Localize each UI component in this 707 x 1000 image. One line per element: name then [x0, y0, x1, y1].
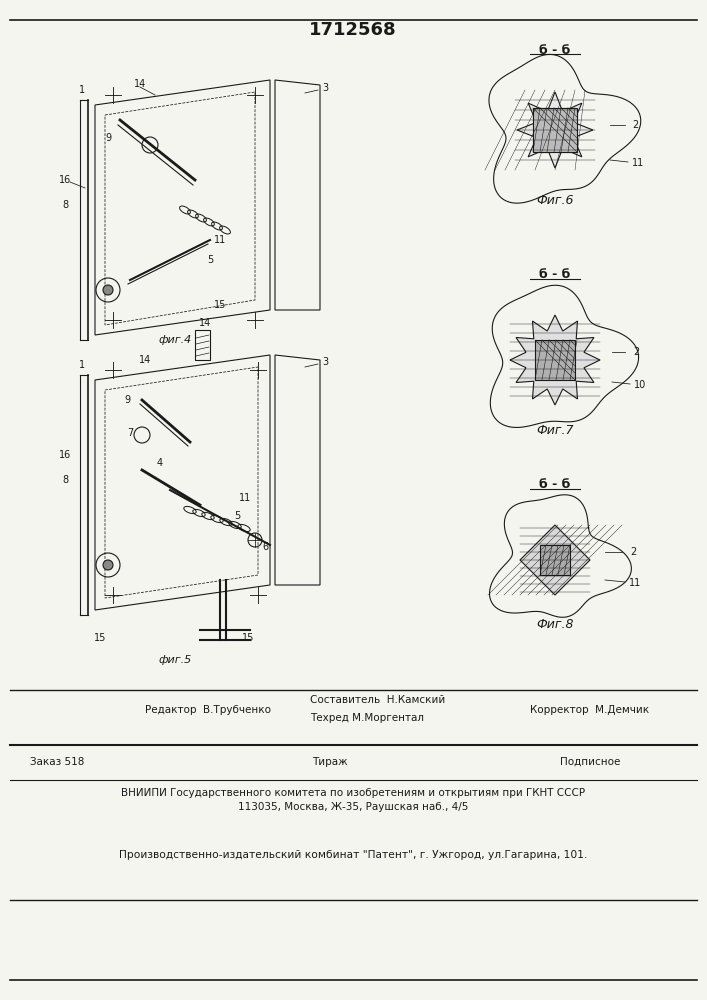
- Text: 11: 11: [214, 235, 226, 245]
- Text: Редактор  В.Трубченко: Редактор В.Трубченко: [145, 705, 271, 715]
- Text: 11: 11: [239, 493, 251, 503]
- Text: Фиг.8: Фиг.8: [536, 618, 574, 632]
- Text: 11: 11: [632, 158, 644, 168]
- Bar: [533, 108, 577, 152]
- Text: 16: 16: [59, 175, 71, 185]
- Text: б - б: б - б: [539, 268, 571, 282]
- Text: Фиг.7: Фиг.7: [536, 424, 574, 436]
- Text: 7: 7: [127, 428, 133, 438]
- Text: ВНИИПИ Государственного комитета по изобретениям и открытиям при ГКНТ СССР: ВНИИПИ Государственного комитета по изоб…: [121, 788, 585, 798]
- Text: 8: 8: [62, 200, 68, 210]
- Text: Составитель  Н.Камский: Составитель Н.Камский: [310, 695, 445, 705]
- Polygon shape: [510, 315, 600, 405]
- Text: 5: 5: [207, 255, 213, 265]
- Text: 14: 14: [134, 79, 146, 89]
- Text: Тираж: Тираж: [312, 757, 348, 767]
- Text: Корректор  М.Демчик: Корректор М.Демчик: [530, 705, 649, 715]
- Text: Производственно-издательский комбинат "Патент", г. Ужгород, ул.Гагарина, 101.: Производственно-издательский комбинат "П…: [119, 850, 588, 860]
- Text: 9: 9: [105, 133, 111, 143]
- Text: 9: 9: [124, 395, 130, 405]
- Polygon shape: [520, 525, 590, 595]
- Text: 6: 6: [262, 542, 268, 552]
- Text: 2: 2: [633, 347, 639, 357]
- Text: 16: 16: [59, 450, 71, 460]
- Text: 2: 2: [630, 547, 636, 557]
- Bar: [535, 340, 575, 380]
- Polygon shape: [517, 92, 593, 168]
- Text: 14: 14: [199, 318, 211, 328]
- Text: 4: 4: [157, 458, 163, 468]
- Circle shape: [103, 285, 113, 295]
- Text: 15: 15: [94, 633, 106, 643]
- Text: 3: 3: [322, 83, 328, 93]
- Text: фиг.5: фиг.5: [158, 655, 192, 665]
- Text: б - б: б - б: [539, 479, 571, 491]
- Text: 2: 2: [632, 120, 638, 130]
- Text: 5: 5: [234, 511, 240, 521]
- Text: 10: 10: [634, 380, 646, 390]
- Text: 11: 11: [629, 578, 641, 588]
- Text: 3: 3: [322, 357, 328, 367]
- Text: 1712568: 1712568: [309, 21, 397, 39]
- Circle shape: [103, 560, 113, 570]
- Text: 15: 15: [214, 300, 226, 310]
- Text: 8: 8: [62, 475, 68, 485]
- Text: 15: 15: [242, 633, 255, 643]
- Text: Заказ 518: Заказ 518: [30, 757, 84, 767]
- Text: б - б: б - б: [539, 43, 571, 56]
- Text: Фиг.6: Фиг.6: [536, 194, 574, 207]
- Bar: [533, 108, 577, 152]
- Text: 1: 1: [79, 360, 85, 370]
- Bar: [540, 545, 570, 575]
- Text: 113035, Москва, Ж-35, Раушская наб., 4/5: 113035, Москва, Ж-35, Раушская наб., 4/5: [238, 802, 468, 812]
- Text: 1: 1: [79, 85, 85, 95]
- Text: 14: 14: [139, 355, 151, 365]
- Text: Техред М.Моргентал: Техред М.Моргентал: [310, 713, 424, 723]
- Text: Подписное: Подписное: [560, 757, 620, 767]
- Text: фиг.4: фиг.4: [158, 335, 192, 345]
